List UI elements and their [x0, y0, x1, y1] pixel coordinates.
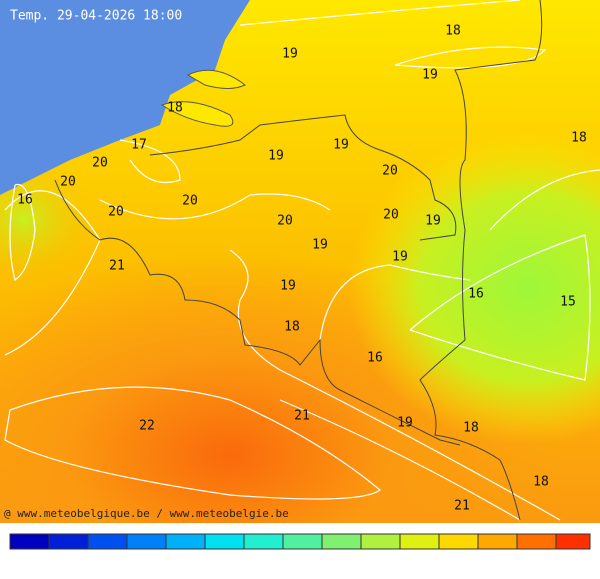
temperature-label: 16	[468, 287, 484, 302]
temperature-label: 19	[280, 279, 296, 294]
map-area	[0, 0, 600, 523]
temperature-label: 21	[454, 499, 470, 514]
credit: @ www.meteobelgique.be / www.meteobelgie…	[4, 507, 289, 520]
temperature-label: 20	[182, 194, 198, 209]
isolines	[4, 0, 600, 521]
temperature-label: 19	[392, 250, 408, 265]
temperature-labels: 18 19 19 18 18 17 19 19 20 20 20 16 20 20 20 20 19 19 19 21…	[17, 24, 587, 514]
temperature-label: 17	[131, 138, 147, 153]
temperature-label: 21	[294, 409, 310, 424]
temperature-label: 20	[108, 205, 124, 220]
temperature-label: 20	[382, 164, 398, 179]
temperature-label: 20	[60, 175, 76, 190]
map-title: Temp. 29-04-2026 18:00	[10, 9, 182, 24]
temperature-label: 16	[367, 351, 383, 366]
temperature-label: 18	[571, 131, 587, 146]
temperature-label: 21	[109, 259, 125, 274]
temperature-label: 19	[422, 68, 438, 83]
temperature-label: 20	[92, 156, 108, 171]
temperature-label: 18	[533, 475, 549, 490]
temperature-label: 18	[445, 24, 461, 39]
color-scale	[9, 533, 591, 550]
temperature-label: 20	[277, 214, 293, 229]
sea	[0, 0, 250, 195]
temperature-label: 19	[312, 238, 328, 253]
borders	[54, 0, 543, 521]
temperature-label: 19	[425, 214, 441, 229]
temperature-label: 18	[463, 421, 479, 436]
temperature-label: 15	[560, 295, 576, 310]
temperature-label: 16	[17, 193, 33, 208]
temperature-label: 18	[167, 101, 183, 116]
temperature-label: 22	[139, 419, 155, 434]
temperature-label: 20	[383, 208, 399, 223]
temperature-label: 19	[333, 138, 349, 153]
temperature-label: 19	[282, 47, 298, 62]
temperature-label: 19	[268, 149, 284, 164]
temperature-label: 19	[397, 416, 413, 431]
islands	[160, 69, 246, 127]
temperature-label: 18	[284, 320, 300, 335]
